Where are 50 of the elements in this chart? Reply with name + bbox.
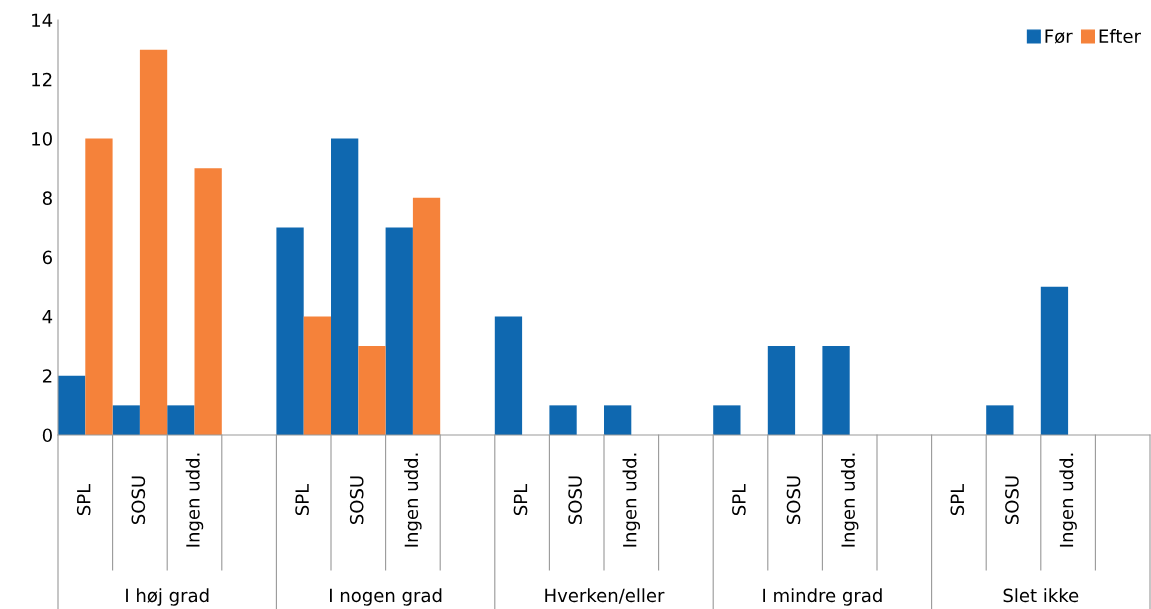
y-tick-label: 0 [42,428,52,443]
bar [412,197,441,435]
bar [85,138,113,435]
bar [604,405,632,435]
x-tick-label: SPL [295,483,309,516]
y-tick-label: 14 [32,13,53,27]
x-tick-label: SPL [76,483,91,516]
text: I høj grad [126,588,209,606]
x-tick-label: SPL [513,483,528,516]
text: I mindre grad [763,588,882,606]
bar [1040,286,1069,435]
x-tick-label: SPL [950,483,965,516]
bar [986,405,1014,435]
bar [139,49,168,435]
x-tick-label: SOSU [1005,476,1019,524]
bar [713,405,741,435]
text: Slet ikke [1003,588,1079,603]
y-tick-label: 10 [32,132,52,146]
x-tick-label: SOSU [349,476,364,524]
bar [822,346,850,435]
legend-label: Efter [1099,29,1141,43]
bar [549,405,577,435]
x-tick-label: Ingen udd. [840,453,859,547]
y-tick-label: 12 [32,72,52,87]
bar [167,405,195,435]
bar [58,375,86,435]
x-tick-label: SOSU [786,476,801,524]
x-tick-label: Ingen udd. [185,453,204,547]
text: I nogen grad [330,588,442,606]
bar [112,405,140,435]
x-tick-label: Ingen udd. [1059,453,1077,547]
x-tick-label: SPL [732,483,746,516]
x-tick-label: SOSU [568,476,582,524]
text: Hverken/eller [545,588,665,604]
bar [276,227,304,435]
bar [194,168,222,435]
bar [358,346,386,435]
y-tick-label: 2 [42,369,52,383]
x-tick-label: Ingen udd. [622,453,641,547]
y-tick-label: 4 [42,310,53,324]
y-tick-label: 8 [42,191,52,205]
x-tick-label: SOSU [131,476,146,524]
bar [494,316,523,435]
y-tick-label: 6 [42,250,52,265]
bar [303,316,331,435]
bar [385,227,413,435]
bar [331,138,359,435]
legend-label: Før [1045,29,1073,44]
bar [767,346,796,435]
x-tick-label: Ingen udd. [404,453,422,547]
